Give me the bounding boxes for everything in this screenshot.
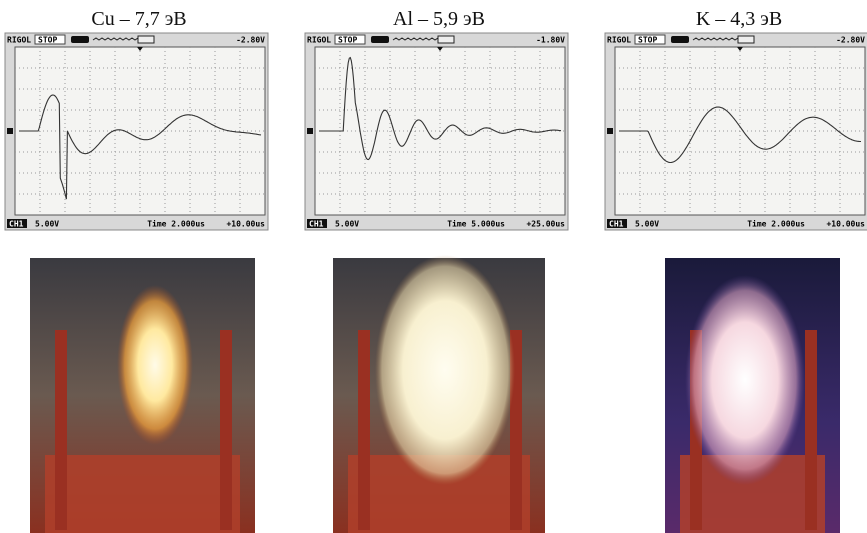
flash xyxy=(117,285,193,445)
run-status: STOP xyxy=(638,36,657,45)
brand: RIGOL xyxy=(607,36,631,45)
photo xyxy=(30,258,255,533)
volts-div: 5.00V xyxy=(635,220,659,229)
time-offset: +10.00us xyxy=(226,220,265,229)
memory-window xyxy=(138,36,154,43)
time-div: Time 2.000us xyxy=(147,219,205,229)
memory-window xyxy=(738,36,754,43)
figure: Cu – 7,7 эВ RIGOL STOP -2.80V CH1 5.00V Time 2… xyxy=(0,0,867,533)
ground-marker xyxy=(307,128,313,134)
panel-title: Cu – 7,7 эВ xyxy=(91,8,186,30)
post-right xyxy=(220,330,232,530)
panel-title: Al – 5,9 эВ xyxy=(393,8,485,30)
panel-title: K – 4,3 эВ xyxy=(696,8,782,30)
run-status: STOP xyxy=(38,36,57,45)
flash xyxy=(685,275,805,485)
time-offset: +25.00us xyxy=(526,220,565,229)
channel: CH1 xyxy=(9,220,24,229)
ground-marker xyxy=(7,128,13,134)
post-right xyxy=(805,330,817,530)
battery-icon xyxy=(371,36,389,43)
brand: RIGOL xyxy=(7,36,31,45)
volts-div: 5.00V xyxy=(335,220,359,229)
memory-window xyxy=(438,36,454,43)
flash xyxy=(375,255,515,485)
battery-icon xyxy=(671,36,689,43)
ground-marker xyxy=(607,128,613,134)
time-div: Time 2.000us xyxy=(747,219,805,229)
photo xyxy=(665,258,840,533)
trigger-level: -1.80V xyxy=(536,36,565,45)
channel: CH1 xyxy=(309,220,324,229)
battery-icon xyxy=(71,36,89,43)
time-offset: +10.00us xyxy=(826,220,865,229)
time-div: Time 5.000us xyxy=(447,219,505,229)
red-box xyxy=(45,455,240,533)
post-left xyxy=(55,330,67,530)
volts-div: 5.00V xyxy=(35,220,59,229)
channel: CH1 xyxy=(609,220,624,229)
panel: K – 4,3 эВ RIGOL STOP -2.80V CH1 5.00V Time 2.… xyxy=(605,8,867,230)
panel: Al – 5,9 эВ RIGOL STOP -1.80V CH1 5.00V Time 5… xyxy=(305,8,568,230)
post-left xyxy=(358,330,370,530)
photo xyxy=(333,255,545,533)
trigger-level: -2.80V xyxy=(836,36,865,45)
run-status: STOP xyxy=(338,36,357,45)
trigger-level: -2.80V xyxy=(236,36,265,45)
panel: Cu – 7,7 эВ RIGOL STOP -2.80V CH1 5.00V Time 2… xyxy=(5,8,268,230)
brand: RIGOL xyxy=(307,36,331,45)
